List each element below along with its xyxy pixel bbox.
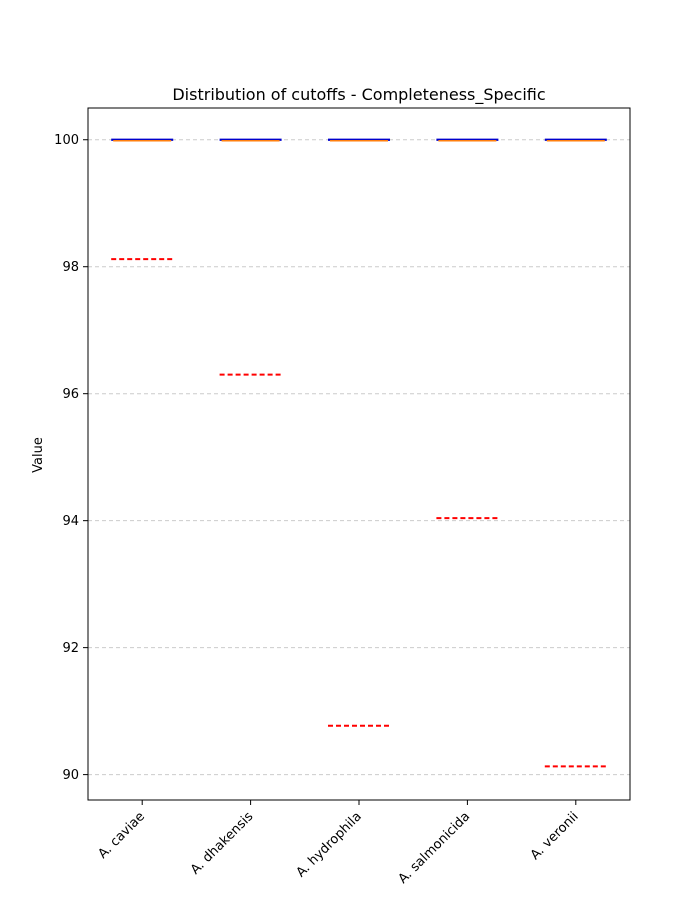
x-tick-label: A. salmonicida — [396, 809, 474, 887]
x-tick-label: A. dhakensis — [188, 809, 257, 878]
x-axis: A. caviae A. dhakensis A. hydrophila A. sal… — [95, 800, 582, 887]
y-tick-label: 100 — [54, 133, 79, 148]
y-axis: 90 92 94 96 98 100 — [54, 133, 88, 783]
x-tick-label: A. caviae — [95, 809, 148, 862]
y-tick-label: 90 — [62, 768, 79, 783]
x-tick-label: A. veronii — [528, 809, 582, 863]
y-tick-label: 92 — [62, 641, 79, 656]
grid-lines — [88, 139, 630, 776]
plot-background — [88, 108, 630, 800]
y-tick-label: 96 — [62, 387, 79, 402]
chart-title: Distribution of cutoffs - Completeness_S… — [172, 85, 545, 105]
data-series — [111, 138, 607, 768]
y-tick-label: 94 — [62, 514, 79, 529]
y-tick-label: 98 — [62, 260, 79, 275]
x-tick-label: A. hydrophila — [294, 809, 365, 880]
y-axis-label: Value — [31, 437, 46, 473]
